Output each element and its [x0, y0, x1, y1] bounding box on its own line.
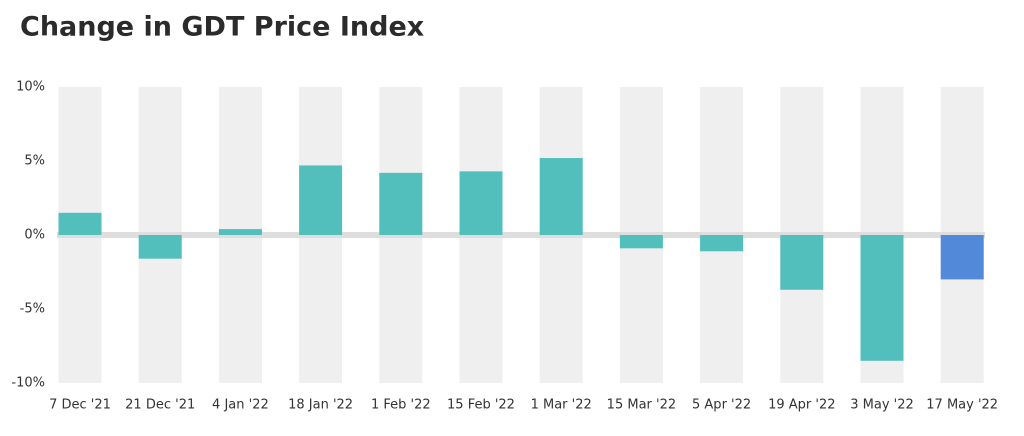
bar [58, 212, 102, 235]
x-tick-label: 1 Mar '22 [531, 398, 592, 413]
bar [539, 158, 583, 235]
bar [138, 235, 182, 259]
bar [700, 235, 744, 252]
y-tick-label: -10% [11, 376, 45, 391]
bar [218, 229, 262, 235]
x-tick-label: 15 Feb '22 [447, 398, 515, 413]
bar [619, 235, 663, 249]
x-tick-label: 21 Dec '21 [125, 398, 195, 413]
chart-title: Change in GDT Price Index [20, 12, 424, 43]
x-tick-label: 5 Apr '22 [692, 398, 751, 413]
x-tick-label: 4 Jan '22 [212, 398, 269, 413]
bar [379, 172, 423, 235]
x-tick-label: 18 Jan '22 [288, 398, 353, 413]
y-tick-label: 5% [24, 154, 45, 169]
y-tick-label: 0% [24, 228, 45, 243]
y-tick-label: -5% [20, 302, 45, 317]
bar [780, 235, 824, 290]
x-tick-label: 7 Dec '21 [49, 398, 111, 413]
bar [860, 235, 904, 361]
y-tick-label: 10% [16, 80, 45, 95]
x-tick-label: 1 Feb '22 [371, 398, 431, 413]
bar [299, 165, 343, 235]
x-tick-label: 19 Apr '22 [768, 398, 835, 413]
x-tick-label: 17 May '22 [926, 398, 998, 413]
bar [940, 235, 984, 280]
x-tick-label: 15 Mar '22 [607, 398, 676, 413]
x-tick-label: 3 May '22 [850, 398, 914, 413]
bar [459, 171, 503, 235]
